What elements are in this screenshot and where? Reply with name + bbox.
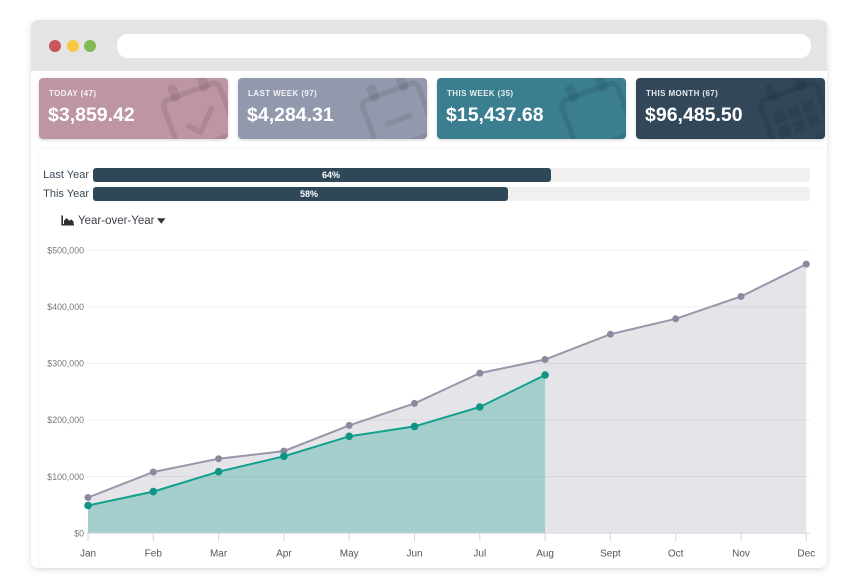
svg-text:Mar: Mar (210, 548, 228, 559)
svg-text:$400,000: $400,000 (47, 302, 84, 312)
svg-text:Aug: Aug (536, 548, 554, 559)
svg-text:Dec: Dec (797, 548, 815, 559)
svg-text:$300,000: $300,000 (47, 359, 84, 369)
svg-text:Apr: Apr (276, 548, 292, 559)
svg-text:$500,000: $500,000 (47, 245, 84, 255)
svg-text:Feb: Feb (145, 548, 163, 559)
svg-text:Jul: Jul (473, 548, 486, 559)
svg-text:Sept: Sept (600, 548, 621, 559)
svg-text:$100,000: $100,000 (47, 472, 84, 482)
svg-text:$0: $0 (74, 528, 84, 538)
svg-text:Nov: Nov (732, 548, 750, 559)
svg-text:Jun: Jun (406, 548, 422, 559)
svg-text:Oct: Oct (668, 548, 684, 559)
svg-text:$200,000: $200,000 (47, 415, 84, 425)
svg-text:Jan: Jan (80, 548, 96, 559)
svg-text:May: May (340, 548, 359, 559)
